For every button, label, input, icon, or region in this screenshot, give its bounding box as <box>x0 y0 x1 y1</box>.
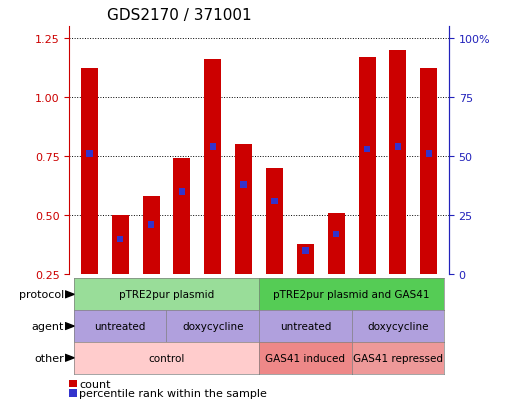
Text: GAS41 induced: GAS41 induced <box>265 353 345 363</box>
Text: doxycycline: doxycycline <box>182 321 244 331</box>
Bar <box>148 222 154 228</box>
Text: GAS41 repressed: GAS41 repressed <box>353 353 443 363</box>
Bar <box>426 151 432 158</box>
Bar <box>112 216 129 334</box>
Text: percentile rank within the sample: percentile rank within the sample <box>79 388 267 398</box>
Bar <box>117 236 124 242</box>
Bar <box>209 144 216 150</box>
Bar <box>241 182 247 188</box>
Bar <box>389 50 406 334</box>
Bar <box>204 60 221 334</box>
Polygon shape <box>65 291 74 298</box>
Text: count: count <box>79 379 111 389</box>
Bar <box>143 197 160 334</box>
Text: GDS2170 / 371001: GDS2170 / 371001 <box>107 8 252 23</box>
Bar <box>81 69 98 334</box>
Text: control: control <box>148 353 185 363</box>
Bar <box>173 159 190 334</box>
Polygon shape <box>65 354 74 361</box>
Text: pTRE2pur plasmid: pTRE2pur plasmid <box>119 290 214 299</box>
Bar <box>86 151 92 158</box>
Bar <box>297 244 314 334</box>
Text: agent: agent <box>32 321 64 331</box>
Bar <box>179 189 185 195</box>
Bar <box>271 198 278 205</box>
Text: untreated: untreated <box>94 321 146 331</box>
Bar <box>359 57 376 334</box>
Polygon shape <box>65 323 74 330</box>
Bar <box>333 231 340 238</box>
Text: doxycycline: doxycycline <box>367 321 429 331</box>
Text: pTRE2pur plasmid and GAS41: pTRE2pur plasmid and GAS41 <box>273 290 430 299</box>
Bar <box>328 213 345 334</box>
Bar <box>235 145 252 334</box>
Text: untreated: untreated <box>280 321 331 331</box>
Bar <box>420 69 437 334</box>
Text: other: other <box>34 353 64 363</box>
Bar <box>364 146 370 153</box>
Bar <box>302 248 309 254</box>
Bar <box>266 169 283 334</box>
Bar <box>394 144 401 150</box>
Text: protocol: protocol <box>19 290 64 299</box>
